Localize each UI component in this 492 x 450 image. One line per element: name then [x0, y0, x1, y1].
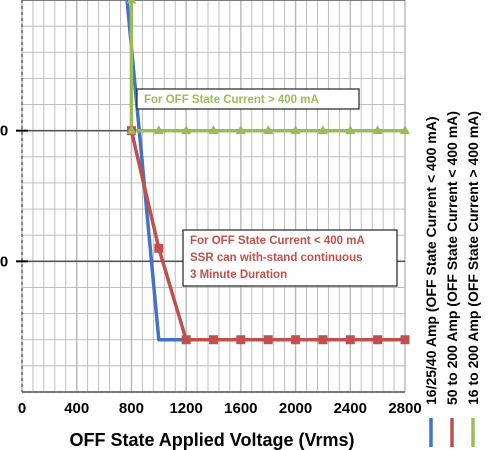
grid	[21, 0, 406, 393]
series-3-point	[263, 125, 274, 135]
series-3-point	[181, 125, 192, 135]
series-2-point	[291, 335, 301, 345]
x-tick-label: 800	[119, 400, 144, 417]
annotation-box-2	[182, 229, 398, 287]
legend-label-3: 16 to 200 Amp (OFF State Current > 400 m…	[465, 111, 481, 405]
legend-label-1: 16/25/40 Amp (OFF State Current < 400 mA…	[423, 116, 439, 405]
legend: 16/25/40 Amp (OFF State Current < 400 mA…	[423, 111, 481, 447]
x-tick-label: 1200	[169, 400, 202, 417]
x-tick-label: 0	[18, 400, 26, 417]
marker-layer	[126, 0, 410, 345]
series-2-point	[154, 243, 164, 253]
tick-labels: 0 400 800 1200 1600 2000 2400 2800 0 0	[0, 123, 422, 417]
series-layer	[125, 0, 405, 342]
series-3-point	[208, 125, 219, 135]
annotation-text: For OFF State Current > 400 mA	[144, 94, 319, 106]
x-axis-title: OFF State Applied Voltage (Vrms)	[69, 430, 354, 450]
series-2-point	[263, 335, 273, 345]
annotation-text: 3 Minute Duration	[190, 269, 287, 281]
series-2-point	[373, 335, 383, 345]
series-3-point	[235, 125, 246, 135]
series-3-point	[345, 125, 356, 135]
x-tick-label: 400	[64, 400, 89, 417]
series-2-point	[400, 335, 410, 345]
x-tick-label: 2800	[388, 400, 421, 417]
series-3-point	[317, 125, 328, 135]
series-3-point	[290, 125, 301, 135]
x-tick-label: 1600	[224, 400, 257, 417]
series-2-point	[181, 335, 191, 345]
annotation-box-1	[136, 88, 360, 110]
series-2-point	[318, 335, 328, 345]
x-tick-label: 2400	[334, 400, 367, 417]
legend-label-2: 50 to 200 Amp (OFF State Current < 400 m…	[444, 111, 460, 405]
series-3-point	[400, 125, 410, 135]
axes	[16, 0, 405, 393]
series-3-point	[126, 125, 137, 135]
y-tick-label: 0	[0, 123, 8, 140]
annotations: For OFF State Current > 400 mA For OFF St…	[136, 88, 398, 287]
y-tick-label: 0	[0, 253, 8, 270]
series-2-point	[236, 335, 246, 345]
x-tick-label: 2000	[279, 400, 312, 417]
series-line-1	[125, 0, 405, 342]
series-line-3	[129, 0, 405, 133]
series-2-point	[209, 335, 218, 345]
series-3-point	[126, 0, 137, 4]
annotation-text: SSR can with-stand continuous	[190, 252, 363, 264]
series-3-point	[372, 125, 383, 135]
series-3-point	[153, 125, 164, 135]
series-2-point	[345, 335, 355, 345]
annotation-text: For OFF State Current < 400 mA	[190, 235, 365, 247]
